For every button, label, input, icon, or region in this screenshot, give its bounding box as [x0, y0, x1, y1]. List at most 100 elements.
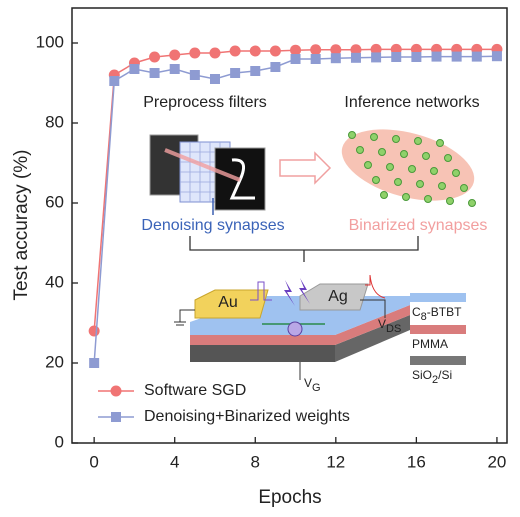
vds-label: VDS: [378, 317, 401, 335]
ground: [174, 309, 195, 326]
node: [380, 191, 388, 199]
node: [386, 163, 394, 171]
marker: [269, 45, 281, 57]
x-tick-label: 16: [407, 452, 426, 471]
y-axis-label: Test accuracy (%): [11, 150, 32, 301]
node: [400, 150, 408, 158]
marker: [88, 325, 100, 337]
marker: [129, 64, 140, 74]
marker: [89, 358, 100, 368]
vg-label: VG: [304, 376, 321, 394]
node: [356, 146, 364, 154]
node: [416, 180, 424, 188]
layer-label: SiO2/Si: [412, 368, 452, 386]
marker: [189, 70, 200, 80]
legend-label: Denoising+Binarized weights: [144, 408, 350, 425]
inset-label: Binarized synapses: [349, 217, 488, 234]
node: [392, 135, 400, 143]
node: [408, 165, 416, 173]
legend-marker: [110, 385, 122, 397]
marker: [350, 44, 362, 56]
legend-swatch: [410, 356, 466, 365]
node: [444, 154, 452, 162]
marker: [310, 54, 321, 64]
ag-electrode: [299, 283, 369, 311]
node: [436, 139, 444, 147]
layer-label: C8-BTBT: [412, 305, 462, 323]
y-tick-label: 60: [45, 192, 64, 211]
legend-swatch: [410, 293, 466, 302]
marker: [330, 53, 341, 64]
node: [364, 161, 372, 169]
marker: [249, 45, 261, 57]
marker: [250, 66, 261, 76]
x-tick-label: 20: [487, 452, 506, 471]
pulse: [250, 281, 272, 301]
light: [284, 278, 310, 306]
marker: [109, 76, 120, 86]
marker: [350, 52, 361, 63]
legend-label: Software SGD: [144, 382, 246, 399]
bracket: [189, 236, 419, 262]
node: [402, 193, 410, 201]
node: [378, 148, 386, 156]
legend-marker: [111, 412, 121, 422]
wire: [360, 299, 386, 318]
charge: [287, 321, 303, 337]
node: [430, 167, 438, 175]
marker: [310, 44, 322, 56]
node: [424, 195, 432, 203]
nodes: [348, 131, 476, 207]
marker: [370, 43, 382, 55]
marker: [290, 54, 301, 64]
y-tick-label: 40: [45, 272, 64, 291]
marker: [270, 62, 281, 72]
layer-label: PMMA: [412, 337, 448, 351]
y-tick-label: 80: [45, 112, 64, 131]
plot-frame: [71, 7, 508, 444]
marker: [209, 74, 220, 84]
marker: [169, 64, 180, 74]
legend-swatch: [410, 325, 466, 334]
node: [348, 131, 356, 139]
node: [370, 133, 378, 141]
x-tick-label: 4: [170, 452, 179, 471]
marker: [491, 51, 502, 62]
marker: [391, 52, 402, 62]
inset-label: Denoising synapses: [141, 217, 284, 234]
marker: [229, 45, 241, 57]
marker: [371, 52, 382, 63]
node: [372, 176, 380, 184]
electrode-label: Au: [218, 294, 238, 311]
marker: [149, 51, 161, 63]
marker: [471, 51, 482, 62]
y-tick-label: 0: [55, 432, 64, 451]
substrate-front: [190, 345, 335, 362]
inset-label: Preprocess filters: [143, 94, 267, 111]
inset: Preprocess filters Inference networks De…: [141, 94, 487, 394]
marker: [209, 47, 221, 59]
marker: [189, 47, 201, 59]
electrode-label: Ag: [328, 288, 348, 305]
node: [446, 197, 454, 205]
inset-label: Inference networks: [344, 94, 479, 111]
marker: [431, 51, 442, 62]
response: [365, 274, 386, 299]
marker: [149, 68, 160, 78]
marker: [230, 68, 241, 78]
node: [452, 169, 460, 177]
y-tick-label: 20: [45, 352, 64, 371]
y-tick-label: 100: [36, 32, 64, 51]
x-axis-label: Epochs: [258, 487, 321, 508]
node: [438, 182, 446, 190]
marker: [411, 52, 422, 62]
arrow: [279, 151, 332, 185]
node: [460, 184, 468, 192]
path-beam: [164, 148, 241, 182]
au-electrode: [194, 289, 269, 319]
marker: [451, 51, 462, 62]
marker: [169, 49, 181, 61]
x-tick-label: 0: [89, 452, 98, 471]
x-tick-label: 8: [251, 452, 260, 471]
